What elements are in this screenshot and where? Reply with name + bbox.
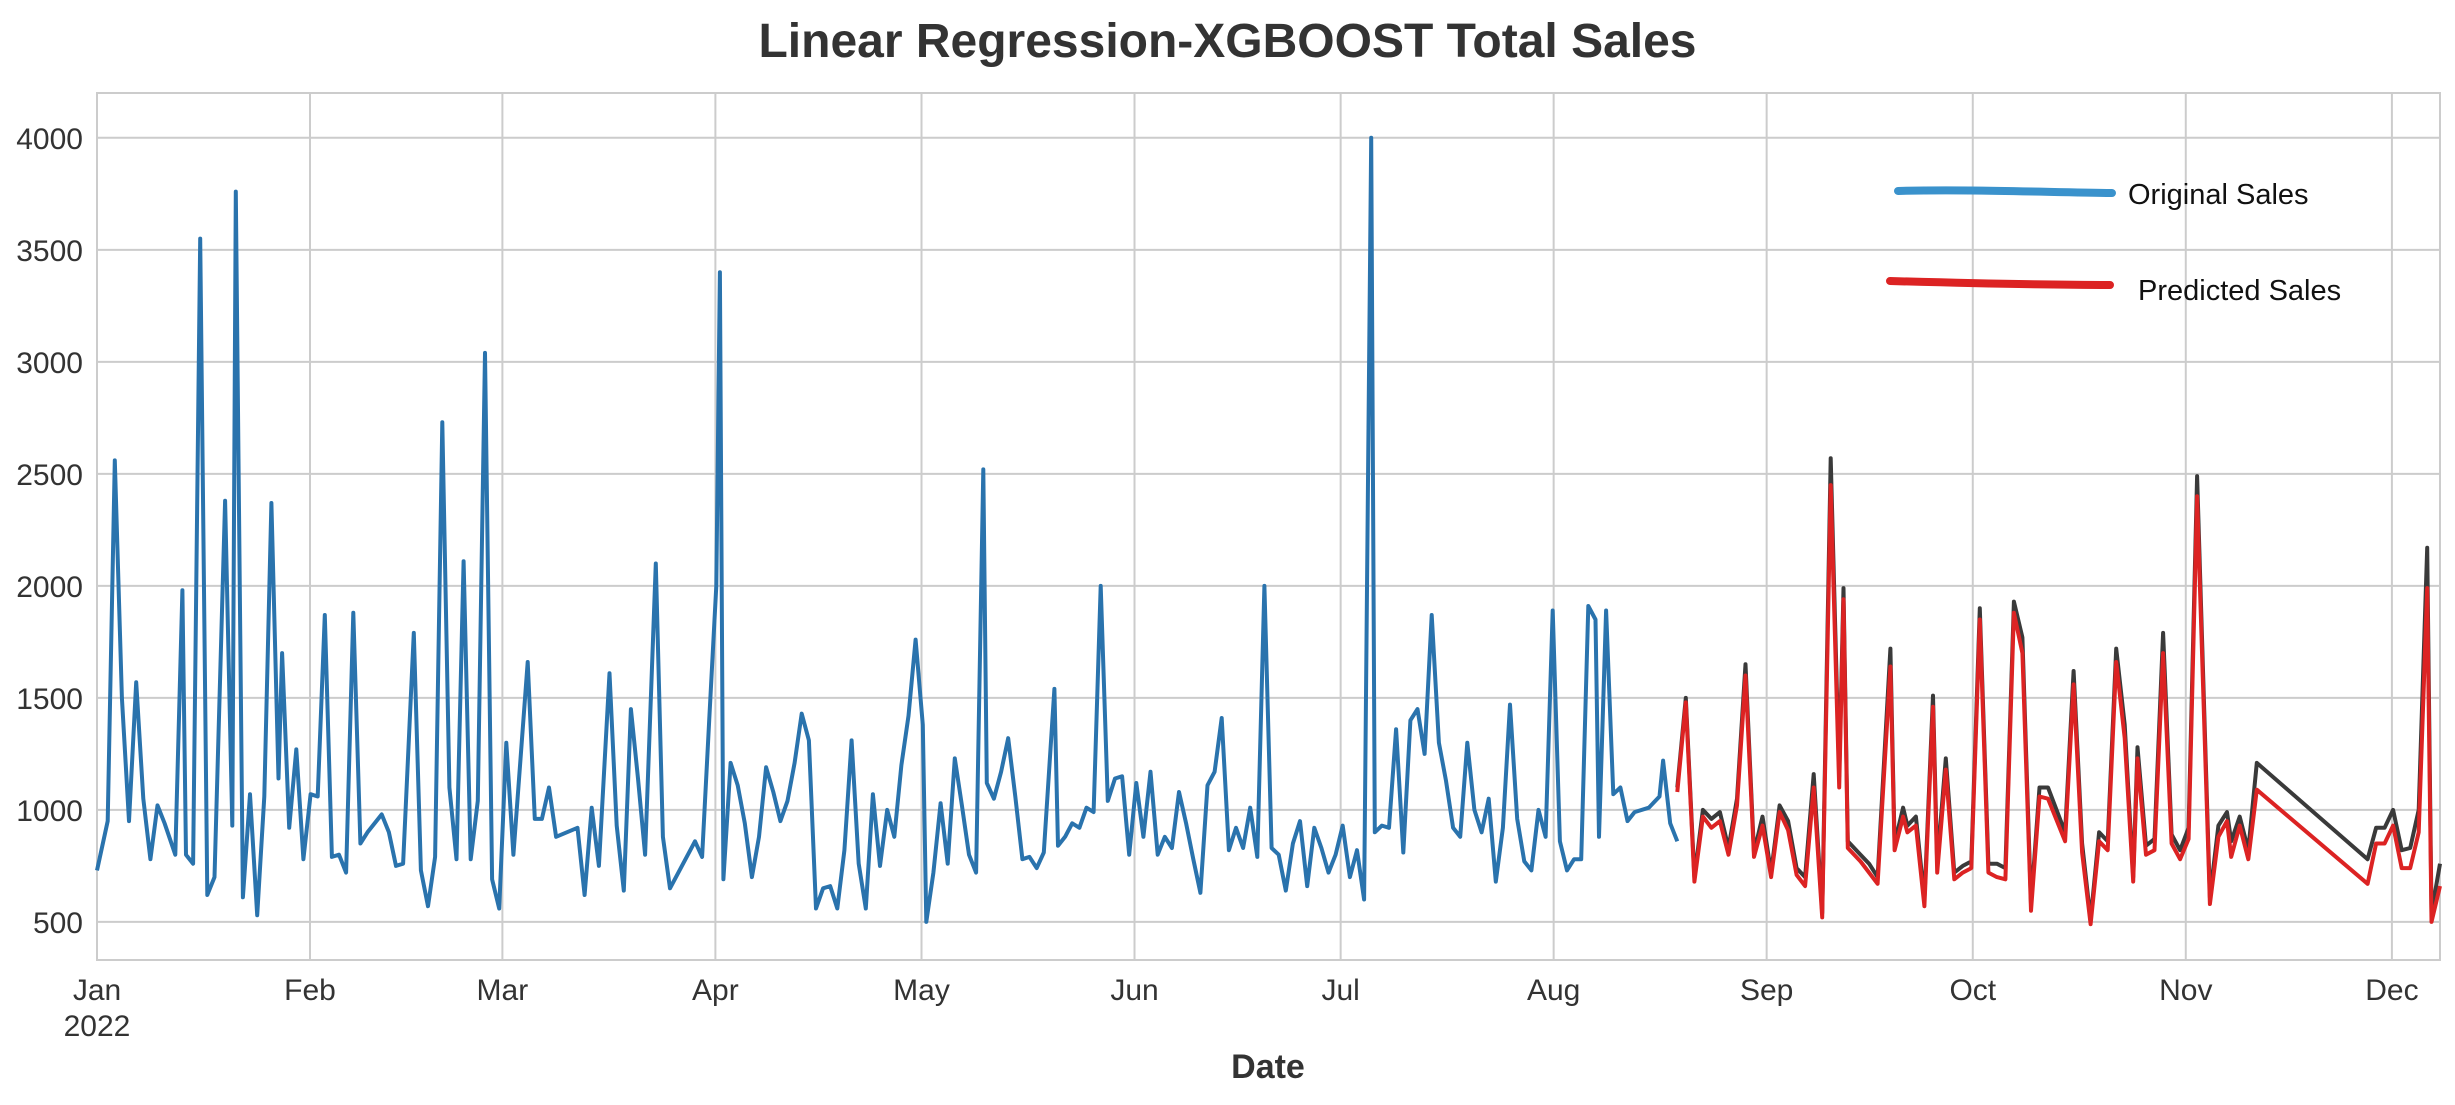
x-tick-label: Apr	[692, 974, 739, 1007]
y-tick-labels: 500 1000 1500 2000 2500 3000 3500 4000	[16, 123, 83, 940]
x-tick-label: Nov	[2159, 974, 2212, 1007]
y-tick-label: 4000	[16, 123, 83, 156]
series-line-predicted-sales	[1675, 483, 2442, 927]
legend-label-predicted-sales: Predicted Sales	[2138, 275, 2341, 307]
y-tick-label: 3000	[16, 347, 83, 380]
chart-title: Linear Regression-XGBOOST Total Sales	[758, 15, 1697, 68]
x-tick-label: Oct	[1949, 974, 1996, 1007]
x-tick-label: Jul	[1321, 974, 1359, 1007]
x-tick-label: Sep	[1740, 974, 1793, 1007]
x-tick-label: Feb	[284, 974, 336, 1007]
series-lines	[95, 135, 2442, 927]
y-tick-label: 500	[33, 907, 83, 940]
series-line-original-sales	[95, 135, 1680, 924]
y-tick-label: 1000	[16, 795, 83, 828]
legend-swatch-predicted-sales	[1886, 277, 2114, 289]
x-tick-label: Aug	[1527, 974, 1580, 1007]
x-axis-title: Date	[1231, 1048, 1305, 1086]
legend-label-original-sales: Original Sales	[2128, 179, 2309, 211]
y-tick-label: 2000	[16, 571, 83, 604]
x-tick-label: Jun	[1110, 974, 1158, 1007]
x-tick-label: May	[893, 974, 950, 1007]
plot-area	[96, 92, 2441, 961]
x-tick-sublabel: 2022	[64, 1010, 131, 1043]
legend-swatch-original-sales	[1894, 186, 2116, 197]
y-tick-label: 3500	[16, 235, 83, 268]
x-tick-label: Mar	[477, 974, 529, 1007]
y-tick-label: 1500	[16, 683, 83, 716]
x-tick-label: Dec	[2365, 974, 2418, 1007]
y-tick-label: 2500	[16, 459, 83, 492]
x-tick-label: Jan	[73, 974, 121, 1007]
legend: Original Sales Predicted Sales	[1886, 179, 2341, 307]
